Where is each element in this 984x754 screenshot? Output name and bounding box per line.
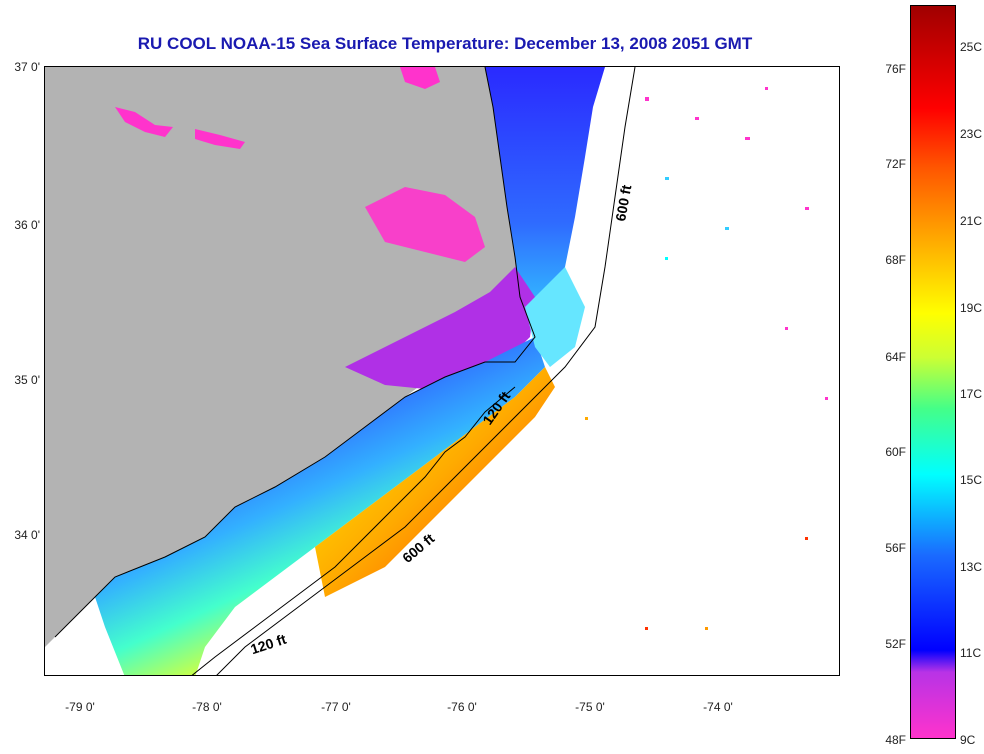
lon-label-74: -74 0' [703,700,733,714]
sst-map [44,66,840,676]
lat-label-36: 36 0' [14,218,40,232]
scattered-pixels [585,87,828,630]
pamlico-sound [345,267,535,389]
colorbar-f-60: 60F [885,445,906,459]
lon-label-75: -75 0' [575,700,605,714]
colorbar-f-64: 64F [885,350,906,364]
gulf-stream-warm-band [315,367,555,597]
colorbar-f-48: 48F [885,733,906,747]
colorbar-c-19: 19C [960,301,983,315]
south-coastal-waters [95,337,545,675]
temperature-colorbar [910,5,956,739]
north-estuary [400,67,440,89]
colorbar-c-17: 17C [960,387,983,401]
contour-120ft [191,386,516,675]
map-title: RU COOL NOAA-15 Sea Surface Temperature:… [137,34,753,53]
colorbar-f-76: 76F [885,62,906,76]
lon-label-76: -76 0' [447,700,477,714]
colorbar-c-15: 15C [960,473,983,487]
colorbar-c-13: 13C [960,560,983,574]
cape-transition-waters [525,267,585,367]
lat-label-35: 35 0' [14,373,40,387]
coastline [54,67,536,638]
colorbar-c-23: 23C [960,127,983,141]
lon-label-77: -77 0' [321,700,351,714]
inland-estuary [365,187,485,262]
inland-river [115,107,173,137]
colorbar-f-72: 72F [885,157,906,171]
colorbar-f-52: 52F [885,637,906,651]
colorbar-f-56: 56F [885,541,906,555]
colorbar-f-68: 68F [885,253,906,267]
contour-600ft [216,67,636,675]
sst-map-svg [45,67,828,675]
lat-label-34: 34 0' [14,528,40,542]
lon-label-79: -79 0' [65,700,95,714]
lon-label-78: -78 0' [192,700,222,714]
north-coastal-waters [485,67,605,327]
inland-river-2 [195,129,245,149]
lat-label-37: 37 0' [14,60,40,74]
colorbar-c-9: 9C [960,733,976,747]
colorbar-c-21: 21C [960,214,983,228]
colorbar-c-25: 25C [960,40,983,54]
colorbar-c-11: 11C [960,646,982,660]
